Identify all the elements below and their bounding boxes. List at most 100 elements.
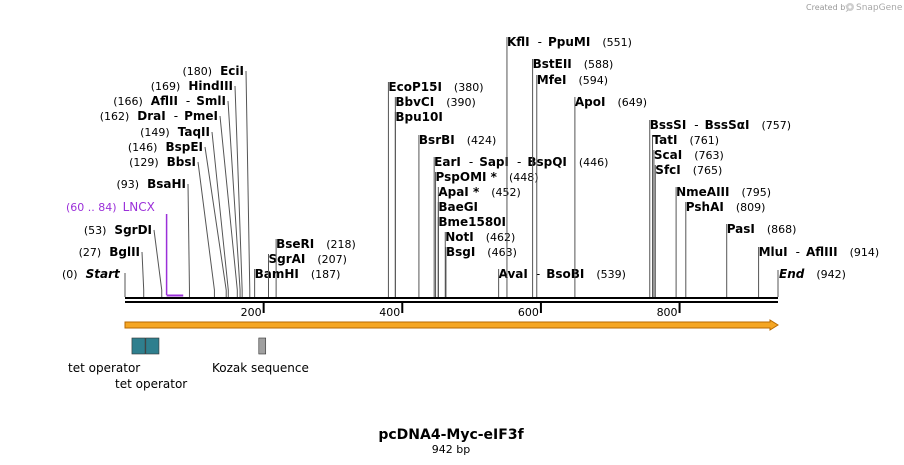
- site-label-part: TaqII: [178, 125, 210, 139]
- end-marker: End (942): [777, 267, 846, 297]
- site-label-part: (162): [100, 110, 130, 123]
- site-bglii: (27) BglII: [79, 245, 145, 297]
- site-label-part: SfcI: [655, 163, 680, 177]
- site-label: BaeGI: [438, 200, 478, 214]
- site-taqii: (149) TaqII: [140, 125, 229, 297]
- feature-label: tet operator: [68, 361, 140, 375]
- site-label-part: -: [469, 155, 473, 169]
- site-line: [234, 85, 243, 297]
- start-marker: (0) Start: [62, 267, 126, 297]
- site-label-part: (207): [317, 253, 347, 266]
- site-kfli: KflI - PpuMI (551): [506, 35, 632, 297]
- site-label-part: BspQI: [527, 155, 567, 169]
- site-pasi: PasI (868): [726, 222, 797, 297]
- site-label: MluI - AflIII (914): [759, 245, 880, 259]
- site-label-part: (795): [741, 186, 771, 199]
- site-scai: ScaI (763): [653, 148, 724, 297]
- site-label-part: EciI: [220, 64, 244, 78]
- site-line: [219, 115, 238, 297]
- site-label-part: SgrAI: [268, 252, 305, 266]
- feature-label: tet operator: [115, 377, 187, 391]
- map-title: pcDNA4-Myc-eIF3f: [378, 427, 524, 443]
- site-label-part: BamHI: [255, 267, 299, 281]
- site-label-part: BsaHI: [147, 177, 186, 191]
- site-label: AvaI - BsoBI (539): [499, 267, 626, 281]
- site-label-part: PshAI: [686, 200, 724, 214]
- site-label-part: HindIII: [188, 79, 233, 93]
- site-label: (162) DraI - PmeI: [100, 109, 218, 123]
- site-label-part: (390): [446, 96, 476, 109]
- site-label-part: (169): [151, 80, 181, 93]
- site-label-part: ApoI: [575, 95, 606, 109]
- site-label-part: (424): [467, 134, 497, 147]
- site-bsrbi: BsrBI (424): [418, 133, 496, 297]
- site-label-part: (218): [326, 238, 356, 251]
- site-label: BsgI (463): [446, 245, 517, 259]
- site-label-part: BssSαI: [705, 118, 750, 132]
- primer-label: (60 .. 84) LNCX: [66, 200, 155, 214]
- site-label: Bpu10I: [395, 110, 442, 124]
- site-ecop15i: EcoP15I (380): [387, 80, 484, 297]
- site-label-part: EcoP15I: [388, 80, 442, 94]
- sequence-backbone: 200 400 600 800: [125, 294, 778, 319]
- site-pspomi: PspOMI * (448): [435, 170, 539, 297]
- orf-arrow-shape: [124, 319, 779, 331]
- site-label-part: PpuMI: [548, 35, 590, 49]
- ruler-tick-label: 200: [241, 306, 262, 319]
- site-line: [204, 146, 227, 297]
- site-apoi: ApoI (649): [574, 95, 647, 297]
- site-bsgi: BsgI (463): [445, 245, 517, 297]
- site-bamhi: BamHI (187): [254, 267, 340, 297]
- feature-box: [258, 337, 267, 355]
- start-label: (0) Start: [62, 267, 121, 281]
- site-label: PshAI (809): [686, 200, 766, 214]
- map-length: 942 bp: [432, 443, 470, 456]
- site-label-part: BstEII: [533, 57, 572, 71]
- site-label-part: (180): [183, 65, 213, 78]
- restriction-sites: (27) BglII(53) SgrDI(93) BsaHI(129) BbsI(146…: [62, 35, 879, 297]
- site-bbsi: (129) BbsI: [129, 155, 215, 297]
- site-line: [197, 161, 215, 297]
- site-label-part: MluI: [759, 245, 788, 259]
- site-label: BsrBI (424): [419, 133, 496, 147]
- site-label-part: NotI: [445, 230, 474, 244]
- site-bpu10i: Bpu10I: [394, 110, 443, 297]
- site-label-part: -: [517, 155, 521, 169]
- site-label: BssSI - BssSαI (757): [650, 118, 791, 132]
- site-bme1580i: Bme1580I: [437, 215, 506, 297]
- site-label-part: Bpu10I: [395, 110, 442, 124]
- site-nmeaiii: NmeAIII (795): [675, 185, 771, 297]
- site-label-part: TatI: [653, 133, 678, 147]
- site-label-part: BsrBI: [419, 133, 455, 147]
- site-drai: (162) DraI - PmeI: [100, 109, 238, 297]
- site-ecii: (180) EciI: [183, 64, 251, 297]
- created-by-text: Created by: [806, 3, 850, 12]
- site-label: BbvCI (390): [395, 95, 475, 109]
- site-bsssi: BssSI - BssSαI (757): [649, 118, 791, 297]
- site-label-part: -: [536, 267, 540, 281]
- site-label-part: PmeI: [184, 109, 218, 123]
- site-label-part: (763): [694, 149, 724, 162]
- site-label-part: SmlI: [196, 94, 226, 108]
- site-label: (166) AflII - SmlI: [113, 94, 226, 108]
- site-label-part: (761): [689, 134, 719, 147]
- site-label-part: -: [538, 35, 542, 49]
- site-label-part: PspOMI *: [436, 170, 498, 184]
- site-sgrai: SgrAI (207): [267, 252, 347, 297]
- primer-name: LNCX: [123, 200, 155, 214]
- site-label-part: BbvCI: [395, 95, 434, 109]
- site-label-part: BseRI: [276, 237, 314, 251]
- site-label: BseRI (218): [276, 237, 356, 251]
- site-label: PasI (868): [727, 222, 797, 236]
- site-mlui: MluI - AflIII (914): [758, 245, 880, 297]
- site-label: ApoI (649): [575, 95, 647, 109]
- ruler-tick-label: 400: [379, 306, 400, 319]
- site-label-part: SapI: [479, 155, 509, 169]
- site-aflii: (166) AflII - SmlI: [113, 94, 241, 297]
- site-label-part: (757): [761, 119, 791, 132]
- site-label-part: AvaI: [499, 267, 528, 281]
- ruler-tick-label: 800: [657, 306, 678, 319]
- features-track: tet operator tet operator Kozak sequence: [68, 337, 309, 391]
- site-label: SgrAI (207): [268, 252, 347, 266]
- site-label-part: MfeI: [537, 73, 567, 87]
